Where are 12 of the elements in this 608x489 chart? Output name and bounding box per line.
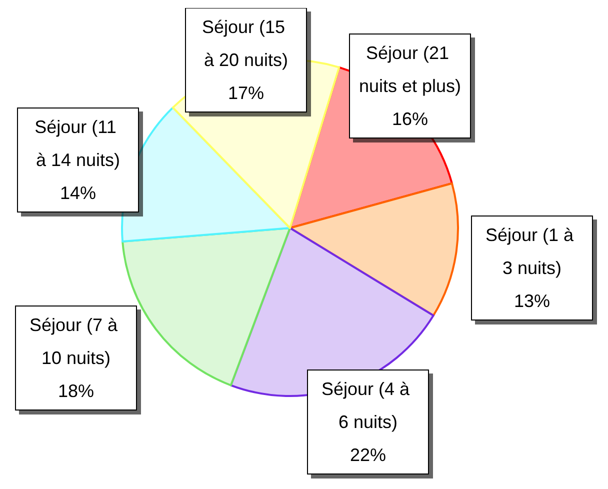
slice-label: Séjour (21 nuits et plus) [358, 43, 462, 96]
data-label: 17% [228, 83, 264, 103]
slice-label: Séjour (1 à 3 nuits) [485, 225, 579, 278]
data-label: 13% [514, 291, 550, 311]
slice-label: Séjour (15 à 20 nuits) [202, 17, 290, 70]
slice-label: Séjour (11 à 14 nuits) [34, 117, 122, 170]
slice-label: Séjour (4 à 6 nuits) [321, 379, 415, 432]
data-label: 22% [350, 445, 386, 465]
data-label: 18% [58, 381, 94, 401]
data-label: 14% [60, 183, 96, 203]
data-label: 16% [392, 109, 428, 129]
slice-label: Séjour (7 à 10 nuits) [29, 315, 123, 368]
